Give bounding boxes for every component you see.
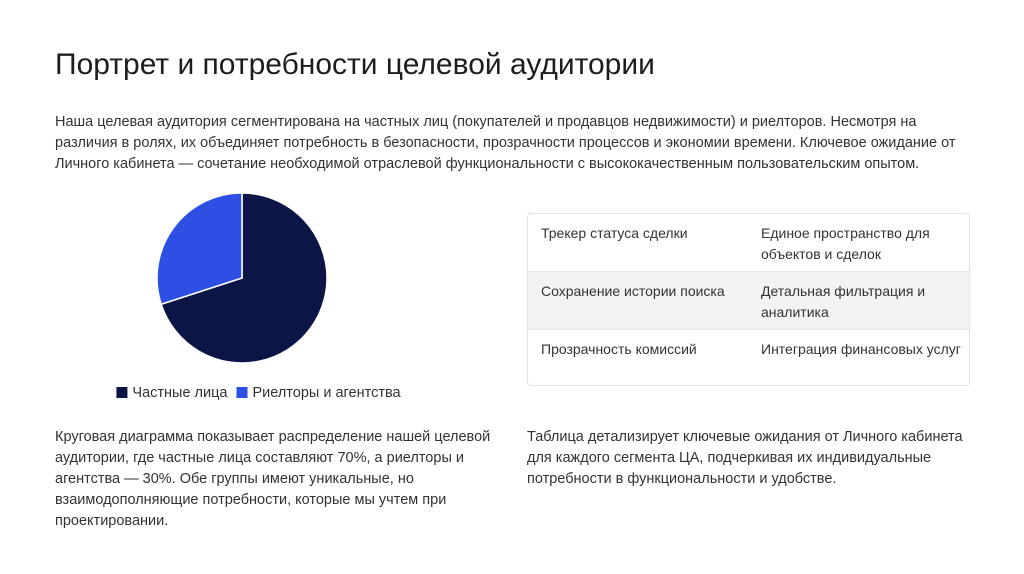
title: Портрет и потребности целевой аудитории <box>55 48 655 81</box>
table-row: Прозрачность комиссий Интеграция финансо… <box>528 329 969 385</box>
table-row: Трекер статуса сделки Единое пространств… <box>528 214 969 271</box>
cell: Сохранение истории поиска <box>541 283 725 299</box>
legend-swatch <box>236 387 248 398</box>
cell: Детальная фильтрация и аналитика <box>761 283 926 320</box>
legend-swatch <box>116 387 128 398</box>
chart: Частные лица Риелторы и агентства <box>116 192 402 401</box>
intro: Наша целевая аудитория сегментирована на… <box>55 114 956 172</box>
table: Трекер статуса сделки Единое пространств… <box>527 213 970 386</box>
pie-slice <box>156 192 243 306</box>
pie-slice <box>160 192 328 364</box>
cell: Трекер статуса сделки <box>541 225 688 241</box>
table-row: Сохранение истории поиска Детальная филь… <box>528 271 969 329</box>
cell: Единое пространство для объектов и сдело… <box>761 225 930 262</box>
chart-caption: Круговая диаграмма показывает распределе… <box>55 429 491 529</box>
cell: Прозрачность комиссий <box>541 341 697 357</box>
table-caption: Таблица детализирует ключевые ожидания о… <box>527 429 963 487</box>
legend-label: Риелторы и агентства <box>252 385 401 401</box>
cell: Интеграция финансовых услуг <box>761 341 961 357</box>
legend-label: Частные лица <box>132 385 228 401</box>
